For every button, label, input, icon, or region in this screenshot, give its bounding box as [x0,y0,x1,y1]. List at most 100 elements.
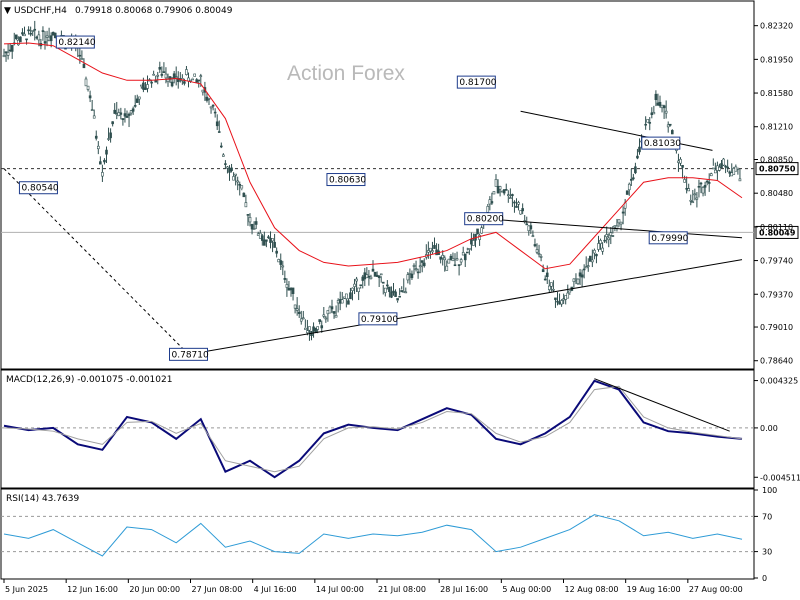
price-annotation-box [641,136,681,150]
candle-body [404,291,408,294]
price-annotation-label: 0.79990 [651,234,688,244]
candle-body [88,95,92,99]
candle-body [601,247,604,252]
macd-trendline [594,378,730,432]
price-annotation-box [464,212,504,226]
price-annotation-box [456,75,496,89]
candle-body [265,239,268,242]
candle-body [330,306,334,310]
candle-body [720,163,723,169]
candle-body [342,296,346,299]
candle-body [390,291,393,298]
candle-body [470,238,473,245]
candle-body [636,155,639,159]
candle-body [119,112,123,115]
candle-body [732,168,736,175]
candle-body [552,288,555,291]
candle-body [146,84,149,89]
candle-body [150,81,153,84]
candle-body [541,269,545,273]
candle-body [400,290,404,293]
candle-body [334,315,338,318]
candle-body [691,201,695,204]
candle-body [591,259,594,263]
candle-body [199,75,203,78]
candle-body [718,166,721,171]
candle-body [248,217,252,223]
candle-body [195,79,198,83]
x-tick-label: 27 Jun 08:00 [192,585,243,594]
candle-body [420,260,424,263]
candle-body [355,278,358,282]
candle-body [158,67,162,70]
candle-body [443,257,447,261]
candle-body [634,166,637,174]
candle-body [656,102,660,106]
candle-body [668,123,672,126]
candle-body [185,69,188,75]
candle-body [246,214,250,216]
candle-body [242,192,246,198]
candle-body [129,110,133,114]
price-tick-label: 0.79740 [760,257,793,266]
candle-body [326,310,330,315]
candle-body [162,71,166,73]
candle-body [263,239,266,246]
watermark: Action Forex [287,62,405,85]
rsi-title: RSI(14) 43.7639 [6,494,79,504]
candle-body [422,262,426,267]
candle-body [293,304,297,309]
candle-body [463,253,467,261]
candle-body [375,274,379,277]
price-tick-label: 0.81210 [760,123,793,132]
candle-body [347,300,350,305]
candle-body [328,306,332,314]
candle-body [605,234,609,238]
candle-body [539,256,543,258]
candle-body [33,28,37,31]
candle-body [377,275,381,279]
candle-body [320,325,324,329]
candle-body [685,187,688,190]
candle-body [476,228,479,235]
candle-body [90,109,94,111]
candle-body [312,326,315,332]
candle-body [332,311,336,314]
candle-body [86,85,90,90]
candle-body [728,171,732,174]
price-tick-label: 0.80850 [760,156,793,165]
candle-body [166,79,170,83]
candle-body [500,190,504,193]
candle-body [427,250,430,253]
candle-body [49,35,53,42]
candle-body [318,319,322,322]
price-tick-label: 0.78640 [760,357,793,366]
macd-title: MACD(12,26,9) -0.001075 -0.001021 [6,375,172,385]
candle-body [260,235,264,241]
candle-body [599,240,602,244]
candle-body [646,119,650,123]
macd-line [3,379,743,479]
candle-body [564,295,568,300]
candle-body [244,202,248,208]
candle-body [388,286,391,292]
candle-body [144,87,147,90]
candle-body [228,168,231,173]
candle-body [556,300,559,303]
candle-body [174,76,178,78]
candle-body [558,301,561,305]
price-tick-label: 0.81950 [760,55,793,64]
candle-body [451,258,455,262]
candle-body [459,259,463,263]
macd-tick-label: -0.004511 [760,473,800,482]
candle-body [472,240,475,246]
candle-body [37,34,41,41]
x-tick-label: 27 Aug 00:00 [689,585,743,594]
candle-body [652,112,656,115]
price-annotation-label: 0.79100 [361,315,398,325]
candle-body [111,121,114,125]
candle-body [138,96,141,100]
candle-body [154,80,157,83]
candle-body [152,73,155,76]
candle-body [142,82,145,90]
